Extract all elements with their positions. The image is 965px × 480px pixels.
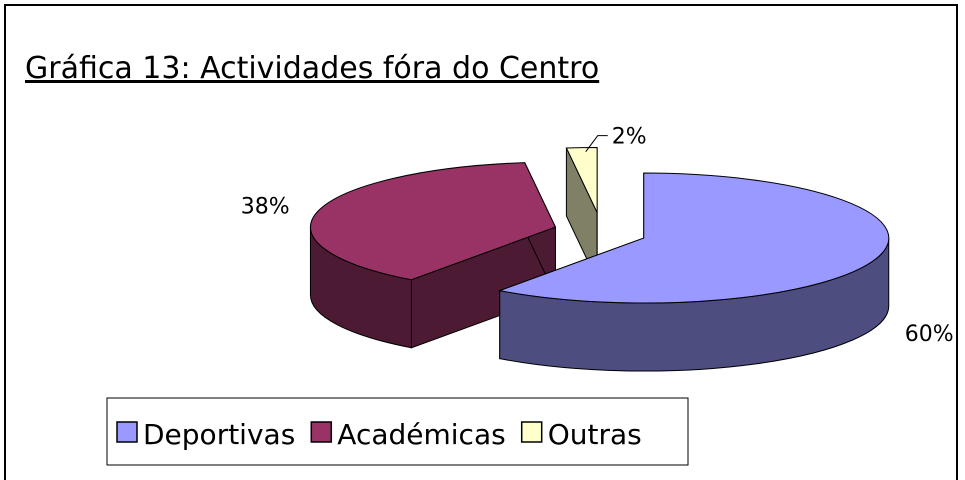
leader-line	[585, 135, 608, 152]
pie: 60% 38% 2%	[241, 125, 954, 372]
legend-label: Outras	[548, 418, 642, 451]
value-label: 60%	[905, 322, 954, 347]
legend-swatch	[116, 421, 138, 443]
slice	[309, 162, 557, 281]
legend-box	[106, 397, 689, 466]
chart-title: Gráfica 13: Actividades fóra do Centro	[25, 51, 599, 86]
value-label: 2%	[612, 125, 647, 150]
slice	[497, 172, 890, 304]
slice	[565, 147, 598, 213]
legend-swatch	[310, 421, 333, 443]
legend-label: Académicas	[337, 418, 505, 451]
legend: Deportivas Académicas Outras	[116, 418, 642, 451]
value-label: 38%	[241, 194, 290, 219]
legend-label: Deportivas	[143, 418, 295, 451]
legend-swatch	[520, 421, 543, 443]
